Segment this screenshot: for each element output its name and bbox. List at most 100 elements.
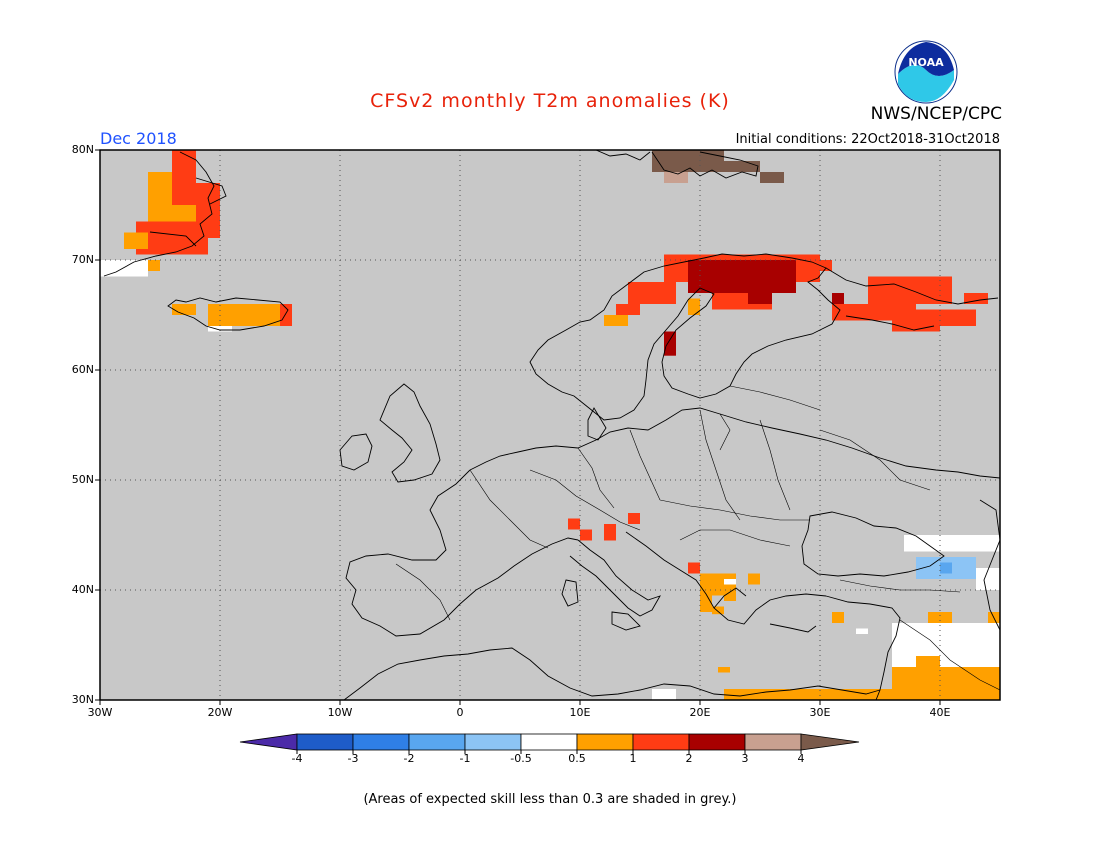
anomaly-cell (712, 606, 724, 615)
legend-swatch (464, 733, 522, 751)
anomaly-cell (916, 557, 976, 579)
lon-label: 30E (809, 706, 831, 719)
anomaly-cell (664, 254, 820, 282)
anomaly-cell (832, 293, 844, 304)
legend-swatch (632, 733, 690, 751)
legend-label: 4 (797, 752, 805, 765)
agency-label: NWS/NCEP/CPC (870, 104, 1002, 124)
anomaly-cell (832, 304, 916, 321)
noaa-logo-text: NOAA (908, 56, 944, 69)
anomaly-cell (628, 513, 640, 524)
legend-label: -0.5 (510, 752, 532, 765)
anomaly-cell (652, 150, 724, 172)
anomaly-cell (172, 150, 196, 183)
anomaly-cell (796, 260, 832, 271)
legend-swatch (239, 733, 298, 751)
legend-label: -2 (403, 752, 415, 765)
anomaly-cell (172, 183, 220, 238)
lat-label: 70N (71, 253, 94, 266)
anomaly-cell (964, 293, 988, 304)
anomaly-cell (724, 579, 736, 585)
anomaly-cell (688, 260, 796, 293)
anomaly-cell (748, 287, 772, 304)
anomaly-cell (172, 304, 196, 315)
anomaly-cell (832, 612, 844, 623)
legend-swatch (296, 733, 354, 751)
color-legend (239, 733, 860, 754)
legend-swatch (800, 733, 860, 751)
anomaly-cell (748, 573, 760, 585)
anomaly-cell (928, 612, 952, 623)
axis-ticks (95, 149, 941, 705)
lon-label: 20E (689, 706, 711, 719)
anomaly-cell (916, 656, 940, 667)
anomaly-cell (700, 573, 736, 596)
anomaly-cell (100, 260, 148, 277)
anomaly-cell (136, 221, 208, 255)
anomaly-cell (652, 689, 676, 700)
lon-label: 40E (929, 706, 951, 719)
anomaly-cell (856, 628, 868, 634)
map-background (100, 150, 1000, 700)
anomaly-cell (712, 293, 772, 310)
anomaly-cell (724, 689, 760, 700)
map-frame (99, 149, 1001, 701)
anomaly-cell (208, 304, 292, 326)
anomaly-cell (940, 562, 952, 574)
anomaly-cell (724, 590, 736, 601)
lat-label: 60N (71, 363, 94, 376)
lat-label: 80N (71, 143, 94, 156)
anomaly-cell (148, 205, 196, 227)
anomaly-cell (580, 529, 592, 541)
anomaly-cell (904, 309, 976, 326)
lon-label: 10W (327, 706, 353, 719)
initial-conditions: Initial conditions: 22Oct2018-31Oct2018 (735, 132, 1000, 147)
anomaly-cell (616, 304, 640, 315)
legend-swatch (688, 733, 746, 751)
anomaly-cell (148, 260, 160, 271)
lat-label: 50N (71, 473, 94, 486)
anomaly-cell (664, 331, 676, 356)
legend-swatch (408, 733, 466, 751)
legend-swatch (352, 733, 410, 751)
anomaly-cell (568, 518, 580, 530)
lon-label: 30W (87, 706, 113, 719)
anomaly-cells (100, 150, 1000, 700)
legend-swatch (520, 733, 578, 751)
anomaly-cell (976, 568, 1000, 590)
legend-label: 3 (741, 752, 749, 765)
forecast-month: Dec 2018 (100, 129, 177, 148)
anomaly-cell (688, 562, 700, 574)
legend-label: 0.5 (568, 752, 586, 765)
anomaly-cell (718, 667, 730, 673)
anomaly-cell (700, 590, 712, 612)
noaa-logo: NOAA (894, 40, 958, 104)
anomaly-cell (208, 326, 232, 332)
anomaly-cell (664, 172, 688, 183)
coastlines (103, 150, 1000, 700)
map-title: CFSv2 monthly T2m anomalies (K) (370, 90, 730, 112)
anomaly-cell (760, 689, 892, 700)
anomaly-cell (904, 535, 1000, 552)
anomaly-cell (124, 232, 148, 249)
anomaly-cell (148, 172, 172, 216)
graticule (100, 150, 1000, 700)
legend-label: -3 (347, 752, 359, 765)
anomaly-cell (604, 524, 616, 541)
anomaly-cell (892, 320, 940, 332)
lon-label: 20W (207, 706, 233, 719)
skill-footnote: (Areas of expected skill less than 0.3 a… (363, 792, 737, 807)
anomaly-cell (892, 623, 1000, 700)
anomaly-cell (604, 315, 628, 326)
lat-label: 30N (71, 693, 94, 706)
anomaly-cell (280, 304, 292, 326)
anomaly-cell (868, 276, 952, 304)
anomaly-cell (688, 298, 700, 315)
anomaly-cell (988, 612, 1000, 623)
legend-swatch (576, 733, 634, 751)
legend-label: -1 (459, 752, 471, 765)
legend-swatch (744, 733, 802, 751)
anomaly-cell (892, 667, 1000, 700)
legend-label: 2 (685, 752, 693, 765)
